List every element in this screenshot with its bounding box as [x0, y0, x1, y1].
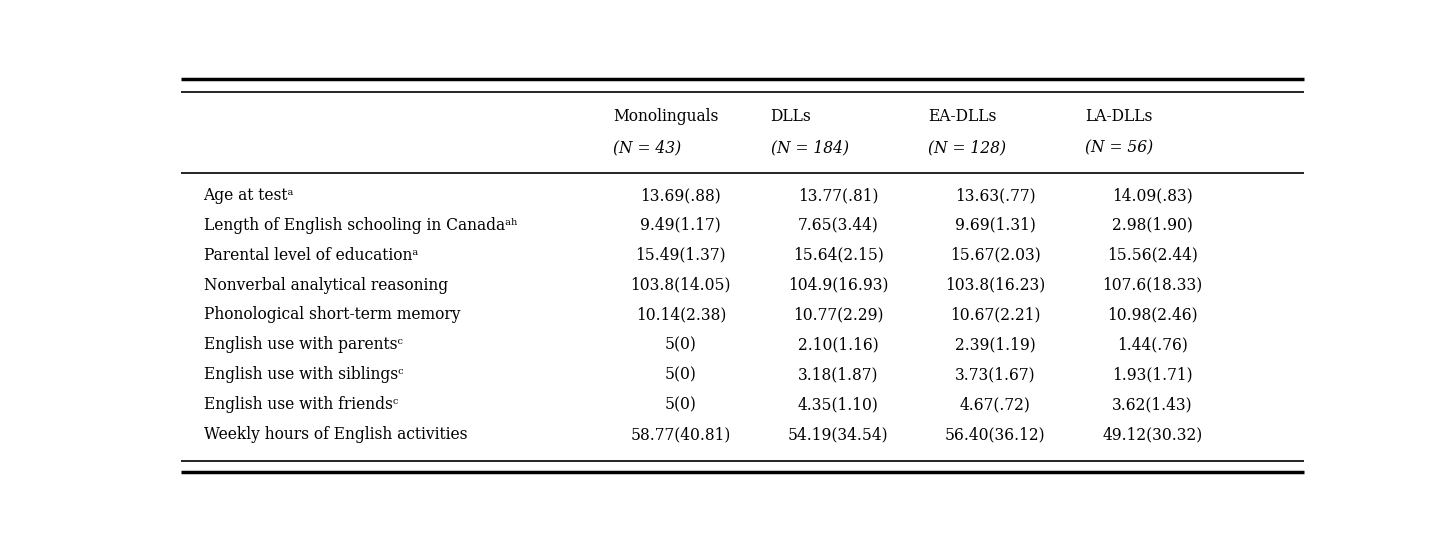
Text: 103.8(14.05): 103.8(14.05)	[630, 277, 732, 294]
Text: English use with parentsᶜ: English use with parentsᶜ	[203, 336, 403, 354]
Text: EA-DLLs: EA-DLLs	[927, 108, 997, 125]
Text: Length of English schooling in Canadaᵃʰ: Length of English schooling in Canadaᵃʰ	[203, 217, 517, 234]
Text: 15.67(2.03): 15.67(2.03)	[951, 247, 1040, 264]
Text: 4.67(.72): 4.67(.72)	[959, 396, 1030, 413]
Text: 10.14(2.38): 10.14(2.38)	[636, 307, 726, 323]
Text: 4.35(1.10): 4.35(1.10)	[797, 396, 878, 413]
Text: 2.10(1.16): 2.10(1.16)	[798, 336, 878, 354]
Text: LA-DLLs: LA-DLLs	[1085, 108, 1152, 125]
Text: 9.69(1.31): 9.69(1.31)	[955, 217, 1036, 234]
Text: 10.98(2.46): 10.98(2.46)	[1107, 307, 1198, 323]
Text: 1.93(1.71): 1.93(1.71)	[1113, 366, 1193, 383]
Text: 15.56(2.44): 15.56(2.44)	[1107, 247, 1198, 264]
Text: (N = 56): (N = 56)	[1085, 139, 1153, 156]
Text: English use with friendsᶜ: English use with friendsᶜ	[203, 396, 398, 413]
Text: 2.39(1.19): 2.39(1.19)	[955, 336, 1036, 354]
Text: 15.49(1.37): 15.49(1.37)	[636, 247, 726, 264]
Text: 54.19(34.54): 54.19(34.54)	[788, 426, 888, 443]
Text: 56.40(36.12): 56.40(36.12)	[945, 426, 1046, 443]
Text: 10.77(2.29): 10.77(2.29)	[793, 307, 884, 323]
Text: Weekly hours of English activities: Weekly hours of English activities	[203, 426, 467, 443]
Text: 13.69(.88): 13.69(.88)	[640, 187, 722, 204]
Text: 104.9(16.93): 104.9(16.93)	[788, 277, 888, 294]
Text: 5(0): 5(0)	[665, 396, 697, 413]
Text: 103.8(16.23): 103.8(16.23)	[945, 277, 1045, 294]
Text: (N = 128): (N = 128)	[927, 139, 1006, 156]
Text: 10.67(2.21): 10.67(2.21)	[951, 307, 1040, 323]
Text: Age at testᵃ: Age at testᵃ	[203, 187, 294, 204]
Text: DLLs: DLLs	[771, 108, 811, 125]
Text: 1.44(.76): 1.44(.76)	[1117, 336, 1188, 354]
Text: 15.64(2.15): 15.64(2.15)	[793, 247, 884, 264]
Text: Nonverbal analytical reasoning: Nonverbal analytical reasoning	[203, 277, 448, 294]
Text: Monolinguals: Monolinguals	[613, 108, 719, 125]
Text: 7.65(3.44): 7.65(3.44)	[797, 217, 878, 234]
Text: 9.49(1.17): 9.49(1.17)	[640, 217, 722, 234]
Text: 5(0): 5(0)	[665, 336, 697, 354]
Text: 58.77(40.81): 58.77(40.81)	[630, 426, 732, 443]
Text: Parental level of educationᵃ: Parental level of educationᵃ	[203, 247, 417, 264]
Text: (N = 43): (N = 43)	[613, 139, 681, 156]
Text: 5(0): 5(0)	[665, 366, 697, 383]
Text: 2.98(1.90): 2.98(1.90)	[1111, 217, 1193, 234]
Text: English use with siblingsᶜ: English use with siblingsᶜ	[203, 366, 403, 383]
Text: 3.18(1.87): 3.18(1.87)	[798, 366, 878, 383]
Text: 3.73(1.67): 3.73(1.67)	[955, 366, 1036, 383]
Text: 14.09(.83): 14.09(.83)	[1113, 187, 1193, 204]
Text: Phonological short-term memory: Phonological short-term memory	[203, 307, 461, 323]
Text: 3.62(1.43): 3.62(1.43)	[1113, 396, 1193, 413]
Text: (N = 184): (N = 184)	[771, 139, 849, 156]
Text: 107.6(18.33): 107.6(18.33)	[1103, 277, 1203, 294]
Text: 13.63(.77): 13.63(.77)	[955, 187, 1036, 204]
Text: 13.77(.81): 13.77(.81)	[798, 187, 878, 204]
Text: 49.12(30.32): 49.12(30.32)	[1103, 426, 1203, 443]
